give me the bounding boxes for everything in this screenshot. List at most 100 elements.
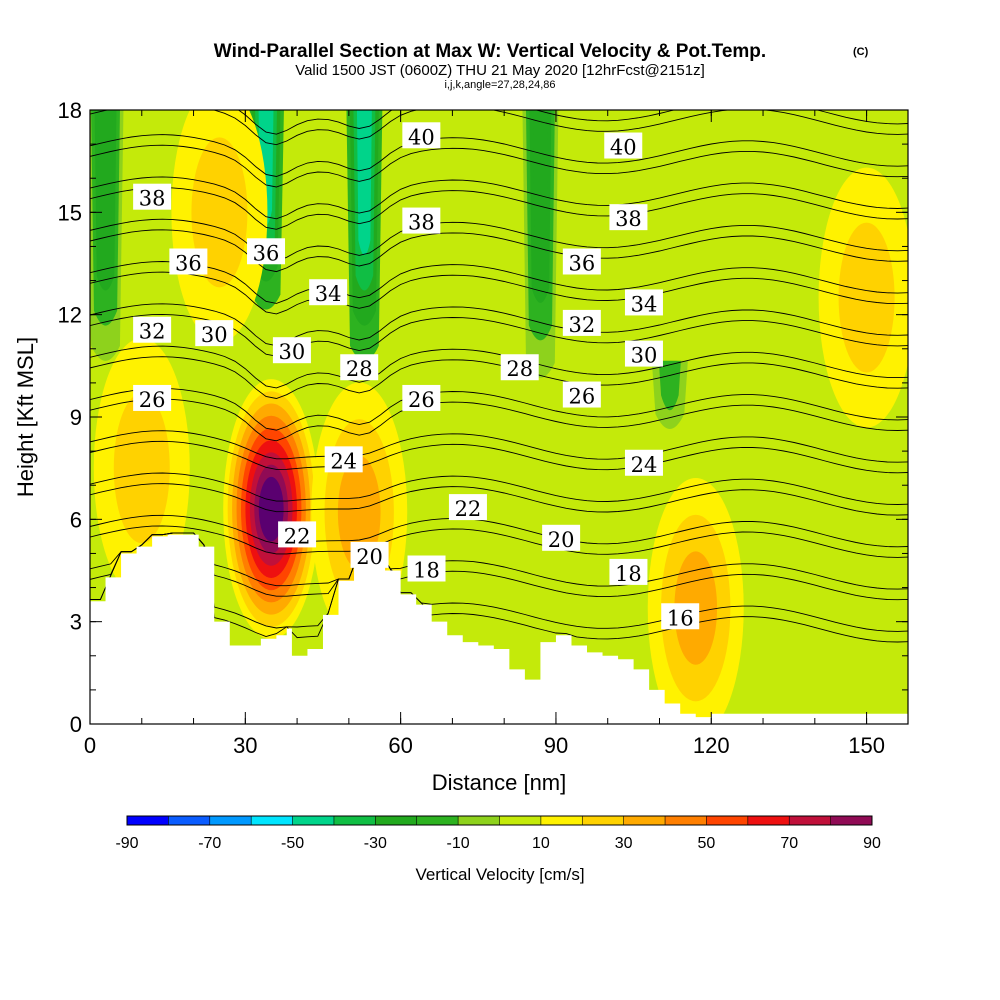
- contour-label: 24: [624, 449, 663, 477]
- contour-label-text: 22: [455, 497, 482, 521]
- contour-label-text: 32: [568, 313, 595, 337]
- chart-title: Wind-Parallel Section at Max W: Vertical…: [214, 41, 766, 62]
- contour-label-text: 18: [413, 559, 440, 583]
- colorbar-tick-label: -30: [364, 835, 387, 852]
- isentrope-line: [90, 345, 908, 389]
- contour-label: 18: [407, 555, 446, 583]
- contour-label: 26: [402, 384, 441, 412]
- y-tick-label: 12: [58, 303, 82, 328]
- isentrope-line: [90, 483, 908, 516]
- contour-label: 28: [340, 354, 379, 381]
- isentrope-line: [90, 110, 908, 146]
- colorbar-tick-label: 50: [698, 835, 716, 852]
- isentrope-line: [90, 187, 908, 230]
- updraft-cell: [113, 393, 170, 544]
- isentrope-line: [90, 176, 908, 220]
- contour-label-text: 34: [315, 282, 342, 306]
- contour-label-text: 18: [615, 562, 642, 586]
- colorbar-swatch: [706, 816, 749, 825]
- contour-label-text: 26: [139, 388, 166, 412]
- isentrope-line: [90, 218, 908, 262]
- x-axis-label: Distance [nm]: [432, 770, 567, 795]
- contour-label-text: 40: [610, 136, 637, 160]
- contour-label-text: 30: [279, 340, 306, 364]
- colorbar-swatch: [665, 816, 707, 825]
- y-axis-label: Height [Kft MSL]: [13, 337, 38, 497]
- colorbar-swatch: [582, 816, 625, 825]
- isentrope-line: [90, 532, 908, 590]
- colorbar-swatch: [168, 816, 211, 825]
- colorbar-swatch: [127, 816, 169, 825]
- downdraft-band: [662, 360, 678, 401]
- contour-label-text: 36: [568, 252, 595, 276]
- contour-label-text: 32: [139, 320, 166, 344]
- colorbar-swatch: [292, 816, 335, 825]
- y-tick-label: 18: [58, 98, 82, 123]
- contour-label: 30: [195, 320, 234, 347]
- contour-label-text: 22: [284, 524, 311, 548]
- colorbar-tick-label: -90: [115, 835, 138, 852]
- contour-label-text: 26: [408, 388, 435, 412]
- isentrope-line: [90, 134, 908, 177]
- contour-label-text: 26: [568, 385, 595, 409]
- colorbar-swatch: [499, 816, 542, 825]
- contour-label-text: 36: [175, 252, 202, 276]
- contour-label-text: 30: [631, 344, 658, 368]
- x-tick-label: 60: [388, 733, 412, 758]
- colorbar-tick-label: 30: [615, 835, 633, 852]
- contour-label-text: 28: [346, 357, 373, 381]
- contour-label-text: 38: [615, 207, 642, 231]
- chart-subtitle-indices: i,j,k,angle=27,28,24,86: [444, 79, 555, 91]
- isentrope-line: [90, 144, 908, 188]
- isentrope-line: [90, 532, 908, 632]
- contour-label: 36: [562, 248, 601, 276]
- contour-label-text: 20: [356, 545, 383, 569]
- contour-label: 22: [278, 521, 317, 548]
- contour-label: 16: [661, 603, 700, 630]
- isentrope-line: [90, 440, 908, 474]
- colorbar-swatch: [209, 816, 252, 825]
- chart-title-mark: (C): [853, 46, 869, 58]
- contour-label-text: 24: [330, 449, 357, 473]
- y-tick-label: 15: [58, 200, 82, 225]
- isentrope-line: [90, 356, 908, 399]
- colorbar-swatch: [375, 816, 418, 825]
- contour-label-text: 16: [667, 606, 694, 630]
- contour-label: 20: [542, 524, 581, 552]
- x-tick-label: 150: [848, 733, 885, 758]
- colorbar-tick-label: -10: [447, 835, 470, 852]
- colorbar-swatch: [540, 816, 583, 825]
- downdraft-band: [532, 110, 548, 266]
- colorbar-swatch: [251, 816, 294, 825]
- colorbar-swatch: [333, 816, 376, 825]
- terrain-mask: [90, 534, 908, 724]
- contour-label-text: 28: [506, 357, 533, 381]
- isentrope-line: [90, 430, 908, 463]
- contour-label: 30: [624, 340, 663, 368]
- isentrope-line: [90, 271, 908, 315]
- isentrope-line: [90, 525, 908, 558]
- isentrope-line: [90, 387, 908, 431]
- colorbar-tick-label: 10: [532, 835, 550, 852]
- x-tick-label: 120: [693, 733, 730, 758]
- contour-label: 38: [609, 204, 648, 231]
- contour-label: 34: [624, 289, 663, 316]
- contour-label: 38: [402, 207, 441, 235]
- contour-label: 38: [133, 183, 172, 211]
- contour-label: 28: [500, 354, 539, 381]
- colorbar-swatch: [416, 816, 459, 825]
- colorbar-tick-label: -50: [281, 835, 304, 852]
- contour-label: 32: [562, 309, 601, 337]
- contour-label-text: 40: [408, 125, 435, 149]
- contour-label-text: 24: [631, 453, 658, 477]
- contour-label-text: 38: [139, 187, 166, 211]
- x-tick-label: 0: [84, 733, 96, 758]
- isentrope-line: [90, 472, 908, 505]
- contour-label-text: 30: [201, 323, 228, 347]
- colorbar-swatch: [623, 816, 666, 825]
- terrain: [90, 534, 908, 724]
- contour-label-text: 36: [253, 241, 280, 265]
- downdraft-band: [98, 110, 113, 256]
